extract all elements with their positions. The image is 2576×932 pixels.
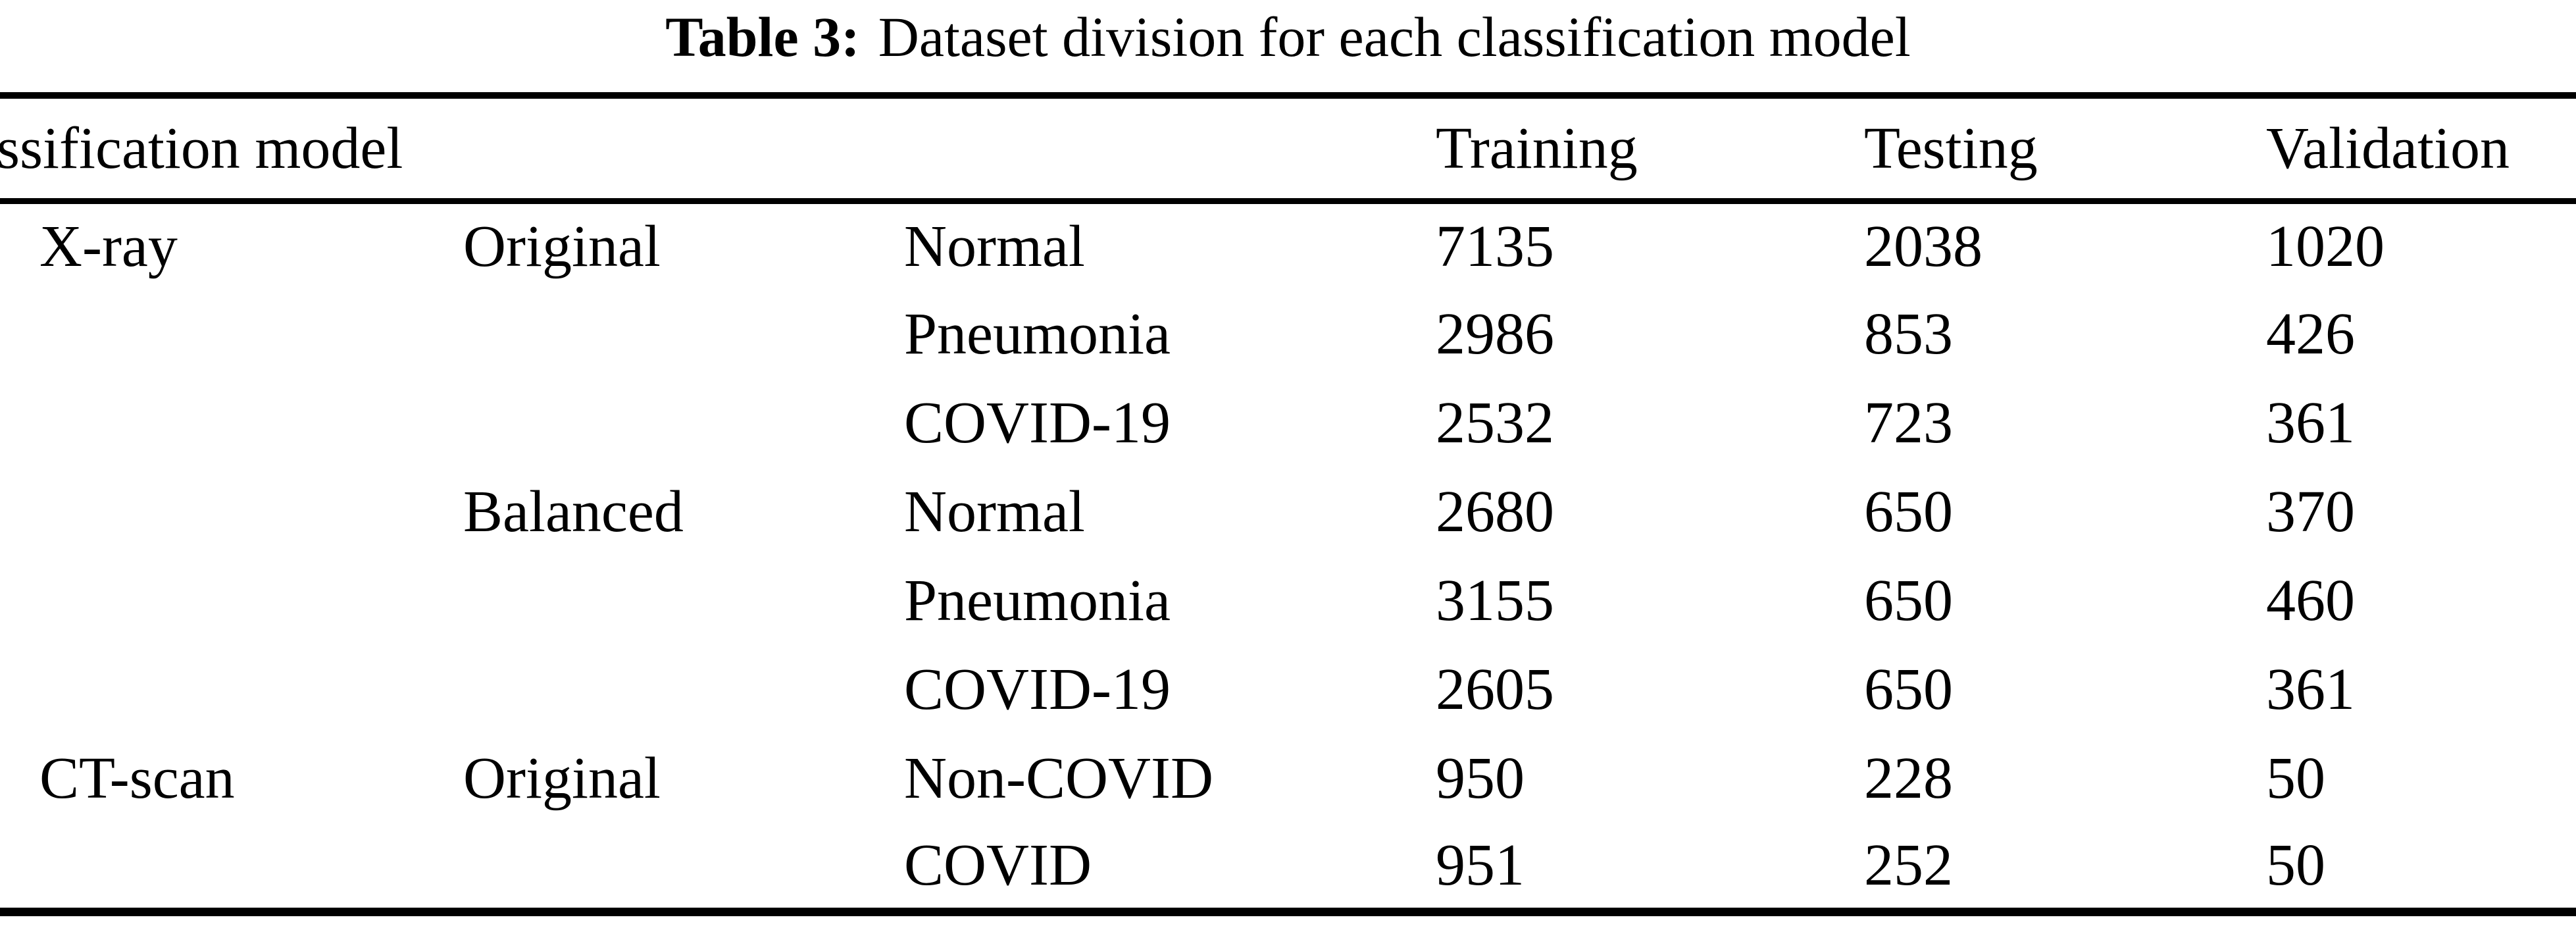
- cell-training: 2680: [1436, 479, 1555, 544]
- cell-variant: [463, 556, 904, 645]
- cell-category: Pneumonia: [904, 301, 1171, 367]
- cell-testing: 650: [1864, 568, 1954, 633]
- cell-modality: [0, 556, 463, 645]
- header-training: Training: [1436, 115, 1638, 181]
- cell-training: 950: [1436, 746, 1525, 811]
- cell-training: 2605: [1436, 657, 1555, 722]
- table-row: X-ray Original Normal 7135 2038 1020: [0, 201, 2576, 290]
- cell-category: Pneumonia: [904, 568, 1171, 633]
- table-row: Balanced Normal 2680 650 370: [0, 467, 2576, 556]
- dataset-division-table: Classification model Training Testing Va…: [0, 92, 2576, 916]
- cell-testing: 252: [1864, 832, 1954, 898]
- cell-variant: Balanced: [463, 479, 684, 544]
- header-row: Classification model Training Testing Va…: [0, 95, 2576, 201]
- cell-validation: 370: [2266, 479, 2356, 544]
- cell-modality: CT-scan: [39, 746, 235, 811]
- cell-testing: 2038: [1864, 214, 1983, 280]
- cell-modality: [0, 378, 463, 467]
- cell-variant: Original: [463, 746, 661, 811]
- cell-training: 951: [1436, 832, 1525, 898]
- table-row: Pneumonia 3155 650 460: [0, 556, 2576, 645]
- table-row: CT-scan Original Non-COVID 950 228 50: [0, 734, 2576, 823]
- header-testing: Testing: [1864, 115, 2038, 181]
- cell-modality: [0, 290, 463, 378]
- cell-training: 2532: [1436, 390, 1555, 455]
- cell-validation: 50: [2266, 832, 2326, 898]
- table-caption-label: Table 3:: [665, 5, 860, 68]
- cell-validation: 361: [2266, 657, 2356, 722]
- cell-testing: 228: [1864, 746, 1954, 811]
- cell-modality: [0, 823, 463, 912]
- cell-modality: [0, 645, 463, 734]
- cell-category: COVID: [904, 832, 1092, 898]
- cell-category: COVID-19: [904, 657, 1171, 722]
- cell-testing: 853: [1864, 301, 1954, 367]
- table-row: Pneumonia 2986 853 426: [0, 290, 2576, 378]
- cell-testing: 723: [1864, 390, 1954, 455]
- cell-testing: 650: [1864, 479, 1954, 544]
- cell-category: Non-COVID: [904, 746, 1213, 811]
- cell-variant: [463, 823, 904, 912]
- cell-validation: 426: [2266, 301, 2356, 367]
- cell-training: 2986: [1436, 301, 1555, 367]
- header-classification-model: Classification model: [0, 95, 1436, 201]
- cell-variant: [463, 378, 904, 467]
- table-caption: Table 3: Dataset division for each classi…: [0, 0, 2576, 92]
- cell-testing: 650: [1864, 657, 1954, 722]
- header-classification-model-label: Classification model: [0, 115, 403, 181]
- header-validation: Validation: [2266, 115, 2510, 181]
- cell-training: 3155: [1436, 568, 1555, 633]
- cell-training: 7135: [1436, 214, 1555, 280]
- cell-validation: 50: [2266, 746, 2326, 811]
- cell-modality: X-ray: [39, 214, 178, 280]
- cell-variant: Original: [463, 214, 661, 280]
- table-row: COVID-19 2605 650 361: [0, 645, 2576, 734]
- cell-category: COVID-19: [904, 390, 1171, 455]
- table-row: COVID-19 2532 723 361: [0, 378, 2576, 467]
- cell-category: Normal: [904, 214, 1085, 280]
- cell-modality: [0, 467, 463, 556]
- cell-validation: 1020: [2266, 214, 2385, 280]
- cell-validation: 460: [2266, 568, 2356, 633]
- cell-validation: 361: [2266, 390, 2356, 455]
- table-row: COVID 951 252 50: [0, 823, 2576, 912]
- table-caption-text: Dataset division for each classification…: [878, 5, 1911, 68]
- cell-variant: [463, 645, 904, 734]
- cell-category: Normal: [904, 479, 1085, 544]
- cell-variant: [463, 290, 904, 378]
